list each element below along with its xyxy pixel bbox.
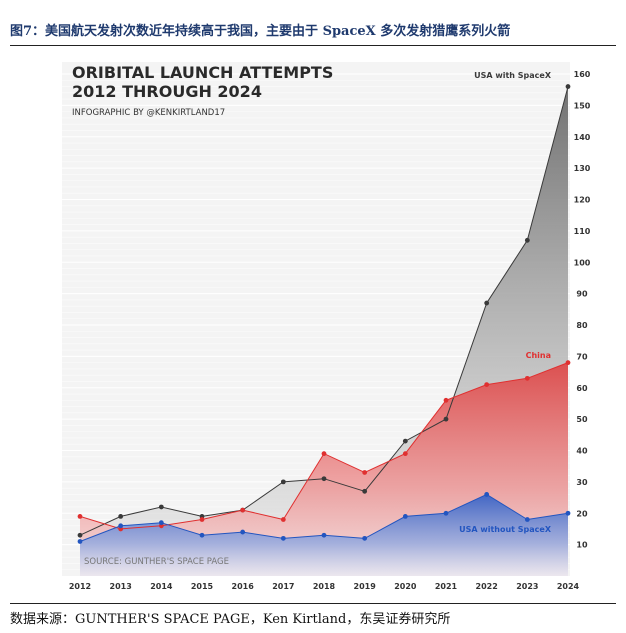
point-usa-without-spacex xyxy=(484,492,490,497)
x-tick-label: 2014 xyxy=(150,582,173,591)
y-tick-label: 50 xyxy=(576,415,588,424)
point-usa-with-spacex xyxy=(402,438,408,444)
point-china xyxy=(402,451,408,457)
point-usa-without-spacex xyxy=(321,532,327,538)
y-tick-label: 10 xyxy=(576,541,588,550)
point-china xyxy=(362,470,368,475)
y-tick-label: 130 xyxy=(574,164,591,173)
point-usa-without-spacex xyxy=(443,510,449,516)
y-tick-label: 40 xyxy=(576,447,588,456)
point-china xyxy=(77,513,83,519)
caption-rule xyxy=(10,45,616,46)
point-usa-with-spacex xyxy=(565,84,571,89)
source-note: 数据来源：GUNTHER'S SPACE PAGE，Ken Kirtland，东… xyxy=(10,612,451,627)
y-tick-label: 30 xyxy=(576,478,588,487)
point-china xyxy=(240,507,246,513)
point-usa-without-spacex xyxy=(199,532,205,538)
point-china xyxy=(321,451,327,457)
point-usa-with-spacex xyxy=(524,237,530,243)
point-usa-with-spacex xyxy=(484,300,490,306)
point-china xyxy=(280,517,286,522)
chart-title-line2: 2012 THROUGH 2024 xyxy=(72,82,262,101)
x-tick-label: 2016 xyxy=(232,582,255,591)
point-usa-with-spacex xyxy=(280,479,286,485)
point-china xyxy=(443,397,449,403)
label-usa-with-spacex: USA with SpaceX xyxy=(474,71,552,80)
point-usa-without-spacex xyxy=(362,535,368,541)
y-tick-label: 150 xyxy=(574,101,591,110)
point-usa-without-spacex xyxy=(158,520,164,526)
y-tick-label: 140 xyxy=(574,133,591,142)
point-usa-without-spacex xyxy=(402,513,408,519)
x-tick-label: 2012 xyxy=(69,582,91,591)
point-china xyxy=(565,360,571,366)
point-usa-without-spacex xyxy=(280,535,286,541)
point-usa-with-spacex xyxy=(362,488,368,494)
point-usa-without-spacex xyxy=(118,523,124,529)
x-tick-label: 2023 xyxy=(516,582,538,591)
figure-caption: 图7：美国航天发射次数近年持续高于我国，主要由于 SpaceX 多次发射猎鹰系列… xyxy=(10,24,511,39)
y-tick-label: 120 xyxy=(574,196,591,205)
y-tick-label: 110 xyxy=(574,227,591,236)
x-tick-label: 2019 xyxy=(354,582,377,591)
y-tick-label: 60 xyxy=(576,384,588,393)
label-usa-without-spacex: USA without SpaceX xyxy=(459,525,552,534)
launch-chart: 10 20 30 40 50 60 70 80 90 100 110 120 130 140 150 160 2… xyxy=(62,62,591,591)
chart-subtitle: INFOGRAPHIC BY @KENKIRTLAND17 xyxy=(72,108,225,118)
x-tick-label: 2020 xyxy=(394,582,417,591)
x-tick-label: 2013 xyxy=(110,582,132,591)
point-usa-with-spacex xyxy=(158,504,164,510)
y-tick-label: 100 xyxy=(574,258,591,267)
y-tick-label: 90 xyxy=(576,290,588,299)
point-usa-with-spacex xyxy=(77,532,83,538)
x-tick-label: 2022 xyxy=(476,582,498,591)
y-tick-label: 70 xyxy=(576,352,588,361)
point-usa-without-spacex xyxy=(524,517,530,522)
x-tick-label: 2017 xyxy=(272,582,294,591)
point-china xyxy=(484,382,490,388)
label-china: China xyxy=(526,351,551,360)
x-tick-label: 2021 xyxy=(435,582,458,591)
point-usa-without-spacex xyxy=(77,539,83,544)
x-tick-label: 2018 xyxy=(313,582,336,591)
x-tick-label: 2024 xyxy=(557,582,580,591)
point-usa-without-spacex xyxy=(240,529,246,535)
point-usa-with-spacex xyxy=(118,513,124,519)
point-china xyxy=(199,517,205,522)
y-tick-label: 160 xyxy=(574,70,591,79)
source-rule xyxy=(10,603,616,604)
chart-source-note: SOURCE: GUNTHER'S SPACE PAGE xyxy=(84,557,229,567)
point-usa-with-spacex xyxy=(321,476,327,482)
y-tick-label: 80 xyxy=(576,321,588,330)
x-tick-label: 2015 xyxy=(191,582,214,591)
point-usa-with-spacex xyxy=(443,416,449,422)
chart-title-line1: ORIBITAL LAUNCH ATTEMPTS xyxy=(72,63,333,82)
y-tick-label: 20 xyxy=(576,509,588,518)
point-china xyxy=(524,375,530,381)
point-usa-without-spacex xyxy=(565,510,571,516)
